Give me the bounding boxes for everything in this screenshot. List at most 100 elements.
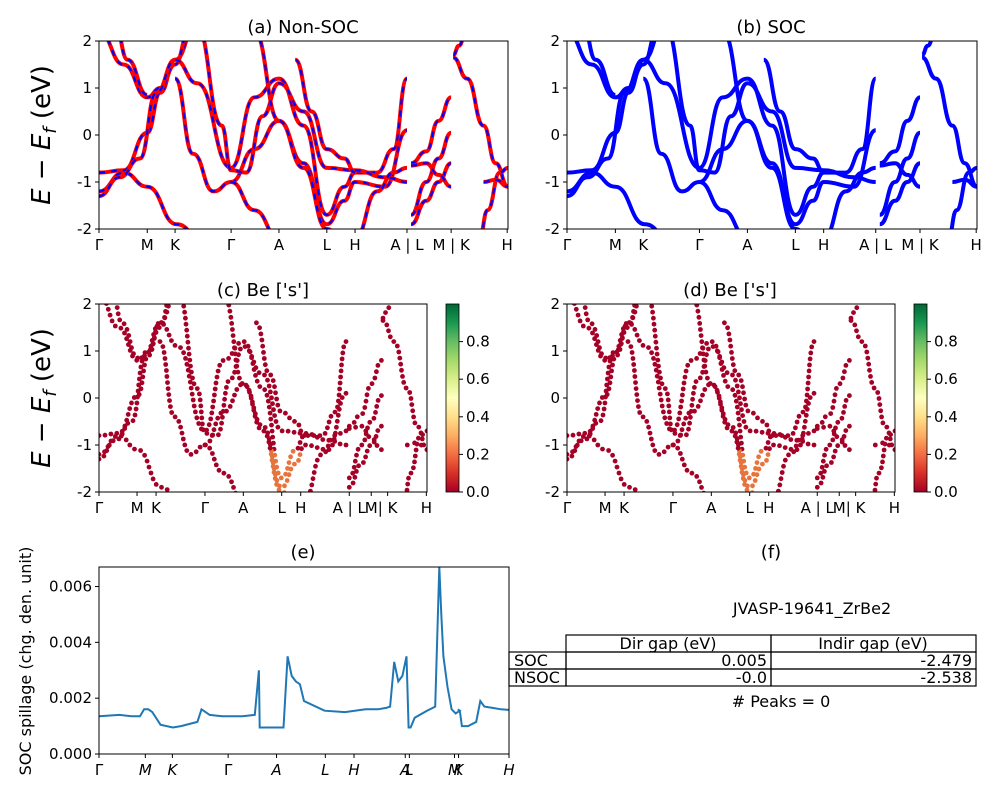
panel-d-frame: [566, 303, 896, 493]
projection-point: [802, 424, 807, 430]
projection-point: [207, 445, 213, 451]
projection-point: [257, 325, 262, 331]
projection-point: [852, 322, 858, 328]
projection-point: [796, 413, 802, 419]
projection-point: [299, 446, 304, 452]
projection-point: [199, 415, 205, 421]
xtick-label: M: [131, 499, 144, 517]
projection-point: [286, 495, 291, 500]
projection-point: [765, 452, 771, 457]
projection-point: [242, 344, 248, 349]
projection-point: [682, 374, 688, 380]
projection-point: [842, 369, 847, 375]
projection-point: [184, 333, 190, 339]
projection-point: [594, 333, 600, 338]
projection-point: [248, 395, 254, 401]
projection-point: [350, 480, 356, 486]
ytick-label: 1: [550, 342, 560, 360]
projection-point: [839, 437, 845, 443]
projection-point: [396, 349, 402, 355]
projection-point: [621, 482, 627, 487]
projection-point: [119, 431, 125, 437]
projection-point: [637, 292, 642, 297]
projection-point: [379, 423, 384, 429]
projection-point: [408, 396, 414, 401]
projection-point: [268, 389, 273, 395]
projection-point: [268, 372, 274, 378]
projection-point: [169, 338, 174, 343]
xtick-label: A: [399, 761, 410, 779]
projection-point: [157, 339, 163, 344]
projection-point: [406, 475, 411, 481]
projection-point: [733, 377, 738, 383]
projection-point: [832, 392, 838, 398]
band-line-nonsoc-overlay: [230, 180, 271, 229]
projection-point: [739, 407, 744, 413]
projection-point: [288, 466, 294, 472]
projection-point: [138, 364, 144, 370]
projection-point: [807, 362, 812, 368]
projection-point: [407, 390, 413, 395]
projection-point: [412, 459, 417, 465]
projection-point: [822, 414, 828, 420]
projection-point: [310, 476, 316, 482]
projection-point: [124, 327, 130, 332]
projection-point: [337, 441, 343, 447]
projection-point: [655, 357, 661, 363]
projection-point: [640, 343, 646, 348]
projection-point: [874, 475, 879, 481]
projection-point: [379, 358, 384, 363]
projection-point: [729, 356, 735, 361]
projection-point: [632, 374, 638, 379]
projection-point: [701, 357, 707, 363]
projection-point: [649, 350, 654, 356]
projection-point: [405, 481, 411, 487]
projection-point: [266, 404, 272, 410]
table-row-label-soc: SOC: [514, 651, 548, 670]
projection-point: [760, 419, 765, 424]
projection-point: [743, 424, 749, 430]
projection-point: [567, 452, 570, 457]
projection-point: [371, 415, 377, 421]
projection-point: [634, 332, 640, 338]
ytick-label: 0: [550, 389, 560, 407]
projection-point: [601, 406, 607, 412]
panel-c-points: [99, 304, 427, 500]
projection-point: [732, 433, 738, 439]
projection-point: [332, 439, 338, 444]
projection-point: [411, 414, 416, 420]
projection-point: [118, 325, 124, 331]
projection-point: [720, 413, 726, 419]
projection-point: [318, 452, 323, 458]
xtick-label: M: [141, 236, 154, 254]
panel-a-yticks: -2 -1 0 1 2: [77, 32, 99, 238]
xtick-label: L: [321, 761, 329, 779]
xtick-label: Γ: [201, 499, 210, 517]
projection-point: [262, 425, 268, 430]
colorbar-tick-label: 0.4: [934, 408, 958, 426]
projection-point: [386, 328, 391, 334]
projection-point: [375, 398, 381, 403]
projection-point: [210, 451, 215, 456]
projection-point: [740, 413, 745, 418]
projection-point: [216, 432, 221, 438]
projection-point: [635, 298, 640, 303]
band-line-nonsoc: [410, 95, 452, 166]
projection-point: [654, 345, 659, 351]
projection-point: [163, 309, 168, 314]
projection-point: [665, 397, 671, 403]
panel-c-ylabel: E − Ef (eV): [27, 328, 61, 468]
projection-point: [779, 470, 785, 475]
projection-point: [220, 414, 225, 420]
projection-point: [824, 463, 829, 469]
projection-point: [607, 358, 613, 364]
projection-point: [567, 433, 570, 438]
projection-point: [635, 398, 640, 403]
projection-point: [598, 418, 604, 424]
projection-point: [110, 438, 116, 444]
projection-point: [237, 375, 242, 381]
projection-point: [394, 343, 400, 349]
projection-point: [125, 420, 131, 426]
projection-point: [338, 401, 343, 406]
xtick-label: K: [619, 499, 630, 517]
